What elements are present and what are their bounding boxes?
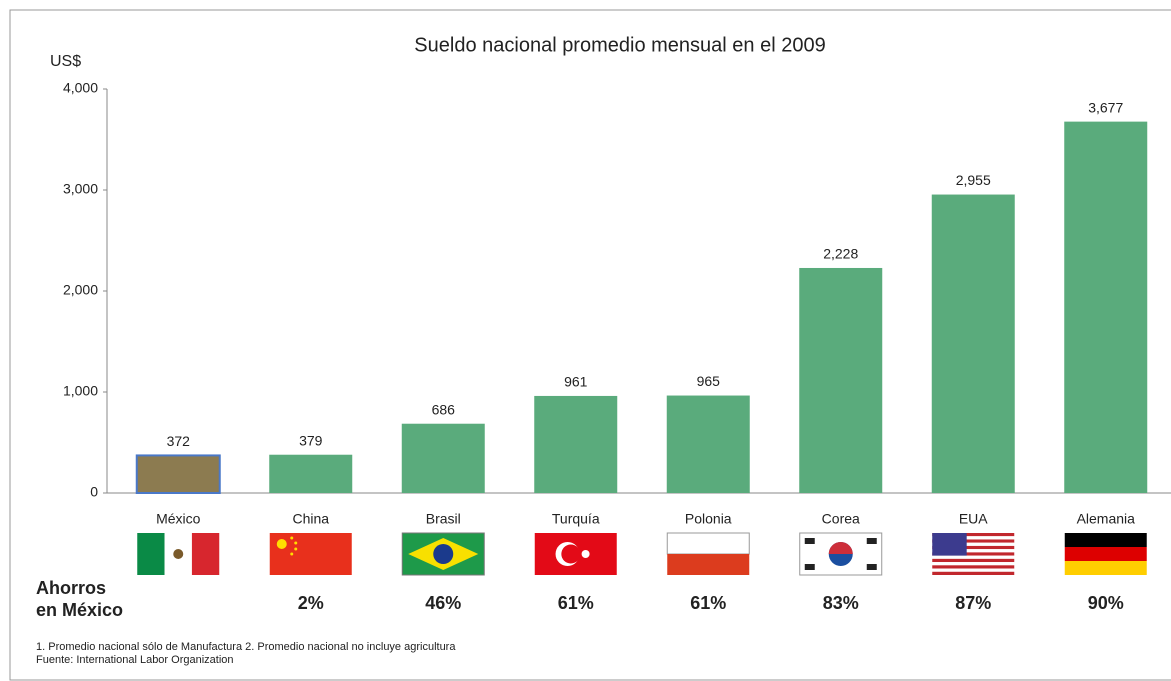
- flag: [799, 532, 883, 576]
- savings-value: 90%: [1088, 593, 1124, 613]
- savings-label: en México: [36, 600, 123, 620]
- flag: [137, 533, 220, 575]
- footnote: 1. Promedio nacional sólo de Manufactura…: [36, 641, 456, 653]
- bar: [534, 395, 618, 493]
- savings-value: 46%: [425, 593, 461, 613]
- flag-part: [932, 545, 1015, 550]
- value-label: 2,228: [823, 246, 858, 262]
- flag-part: [1064, 547, 1147, 561]
- flag: [1064, 533, 1147, 575]
- flag-part: [294, 541, 298, 545]
- x-tick-label: México: [156, 511, 201, 527]
- savings-value: 61%: [558, 593, 594, 613]
- chart-title: Sueldo nacional promedio mensual en el 2…: [414, 34, 825, 56]
- flag-part: [932, 533, 1015, 537]
- flag-part: [276, 539, 287, 549]
- bar: [666, 395, 750, 493]
- flag-part: [932, 533, 967, 556]
- bar: [135, 454, 221, 495]
- flag-part: [932, 542, 1015, 546]
- flag: [269, 533, 352, 575]
- value-label: 2,955: [956, 172, 991, 188]
- y-tick-label: 2,000: [63, 282, 98, 298]
- savings-value: 83%: [823, 593, 859, 613]
- flag-part: [932, 539, 1015, 543]
- bar: [931, 194, 1015, 494]
- flag-part: [866, 564, 877, 570]
- flag: [401, 532, 485, 576]
- value-label: 965: [697, 373, 721, 389]
- value-label: 3,677: [1088, 99, 1123, 115]
- frame: [9, 9, 1171, 681]
- flag-part: [191, 533, 220, 575]
- flag-part: [137, 533, 165, 575]
- flag-part: [932, 549, 1015, 553]
- flag-part: [581, 550, 590, 558]
- flag-part: [932, 568, 1015, 572]
- flag-part: [932, 562, 1015, 566]
- flag-part: [667, 554, 750, 575]
- value-label: 961: [564, 374, 588, 390]
- flag: [666, 532, 750, 575]
- y-tick-label: 0: [90, 484, 98, 500]
- y-tick-label: 1,000: [63, 383, 98, 399]
- footnote: Fuente: International Labor Organization: [36, 654, 234, 666]
- x-tick-label: Alemania: [1077, 511, 1136, 527]
- x-tick-label: Brasil: [426, 511, 461, 527]
- savings-value: 61%: [690, 593, 726, 613]
- flag-part: [932, 552, 1015, 556]
- bar: [1064, 121, 1148, 494]
- bar: [401, 423, 485, 493]
- flag-part: [561, 544, 581, 564]
- flag-part: [294, 547, 298, 551]
- x-tick-label: Corea: [822, 511, 860, 527]
- savings-value: 87%: [955, 593, 991, 613]
- savings-label: Ahorros: [36, 578, 106, 598]
- flag-part: [932, 565, 1015, 569]
- flag-part: [433, 544, 454, 564]
- savings-value: 2%: [298, 593, 324, 613]
- flag-part: [804, 538, 815, 544]
- flag-part: [932, 571, 1015, 575]
- flag-part: [828, 542, 853, 554]
- flag-part: [932, 555, 1015, 559]
- x-tick-label: China: [292, 511, 329, 527]
- flag: [534, 533, 617, 575]
- y-tick-label: 4,000: [63, 80, 98, 96]
- y-tick-label: 3,000: [63, 181, 98, 197]
- flag: [932, 533, 1015, 575]
- flag-part: [173, 549, 184, 559]
- bar: [269, 454, 353, 493]
- bar: [799, 267, 883, 493]
- flag-part: [866, 538, 877, 544]
- value-label: 686: [432, 401, 456, 417]
- x-tick-label: Polonia: [685, 511, 732, 527]
- flag-part: [666, 532, 750, 555]
- value-label: 372: [167, 433, 191, 449]
- flag-part: [290, 536, 294, 540]
- flag-part: [1064, 561, 1147, 575]
- flag-part: [932, 558, 1015, 563]
- value-label: 379: [299, 432, 323, 448]
- flag-part: [1064, 533, 1147, 547]
- flag-part: [932, 536, 1015, 540]
- flag-part: [290, 552, 294, 556]
- x-tick-label: Turquía: [552, 511, 600, 527]
- flag-part: [804, 564, 815, 570]
- x-tick-label: EUA: [959, 511, 988, 527]
- y-axis-label: US$: [50, 53, 81, 70]
